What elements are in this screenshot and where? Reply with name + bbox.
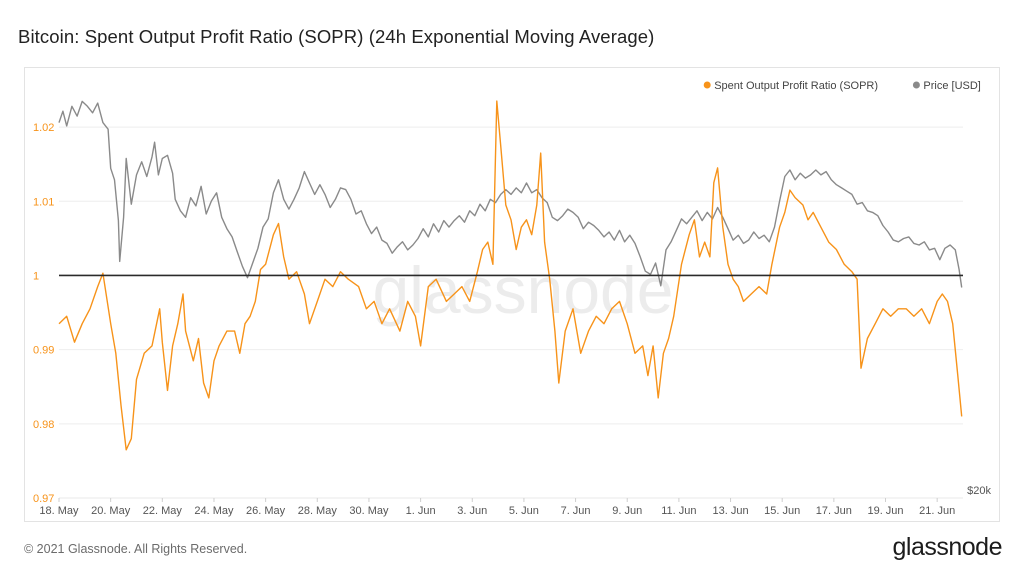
- sopr-chart: glassnode 0.97 0.98 0.99 1 1.01 1.02 $20k 18.…: [33, 80, 991, 517]
- x-tick-label: 11. Jun: [661, 505, 696, 517]
- y-tick-label-left: 0.98: [33, 419, 54, 431]
- price-series: [58, 100, 963, 288]
- y-tick-label-left: 1: [33, 270, 39, 282]
- y-tick-label-left: 1.01: [33, 196, 54, 208]
- y-axis-right: $20k: [967, 485, 991, 497]
- x-tick-label: 30. May: [349, 505, 389, 517]
- y-tick-label-left: 0.97: [33, 493, 54, 505]
- watermark-text: glassnode: [373, 253, 674, 327]
- sopr-line: [58, 100, 963, 451]
- x-tick-label: 22. May: [143, 505, 183, 517]
- x-tick-label: 7. Jun: [561, 505, 591, 517]
- x-tick-label: 17. Jun: [816, 505, 852, 517]
- x-tick-label: 5. Jun: [509, 505, 539, 517]
- brand-logo: glassnode: [892, 533, 1003, 561]
- x-tick-label: 15. Jun: [764, 505, 800, 517]
- page-title: Bitcoin: Spent Output Profit Ratio (SOPR…: [18, 26, 655, 47]
- y-tick-label-left: 0.99: [33, 345, 54, 357]
- x-tick-label: 24. May: [194, 505, 234, 517]
- copyright-text: © 2021 Glassnode. All Rights Reserved.: [24, 542, 248, 556]
- x-axis: 18. May 20. May 22. May 24. May 26. May 28. M…: [39, 497, 963, 517]
- x-tick-label: 21. Jun: [919, 505, 955, 517]
- x-tick-label: 20. May: [91, 505, 131, 517]
- x-tick-label: 19. Jun: [867, 505, 903, 517]
- y-tick-label-right: $20k: [967, 485, 991, 497]
- legend-label: Spent Output Profit Ratio (SOPR): [714, 80, 878, 92]
- y-axis-left: 0.97 0.98 0.99 1 1.01 1.02: [33, 122, 54, 505]
- x-tick-label: 3. Jun: [457, 505, 487, 517]
- x-tick-label: 28. May: [298, 505, 338, 517]
- x-tick-label: 18. May: [39, 505, 79, 517]
- sopr-series: [58, 100, 963, 451]
- price-line: [58, 100, 963, 288]
- legend-label: Price [USD]: [923, 80, 980, 92]
- y-tick-label-left: 1.02: [33, 122, 54, 134]
- legend-marker: [703, 81, 711, 89]
- legend: Price [USD] Spent Output Profit Ratio (SO…: [703, 80, 981, 92]
- x-tick-label: 9. Jun: [612, 505, 642, 517]
- x-tick-label: 1. Jun: [406, 505, 436, 517]
- legend-marker: [912, 81, 920, 89]
- x-tick-label: 26. May: [246, 505, 286, 517]
- x-tick-label: 13. Jun: [712, 505, 748, 517]
- chart-frame: glassnode 0.97 0.98 0.99 1 1.01 1.02 $20k 18.…: [24, 67, 1000, 522]
